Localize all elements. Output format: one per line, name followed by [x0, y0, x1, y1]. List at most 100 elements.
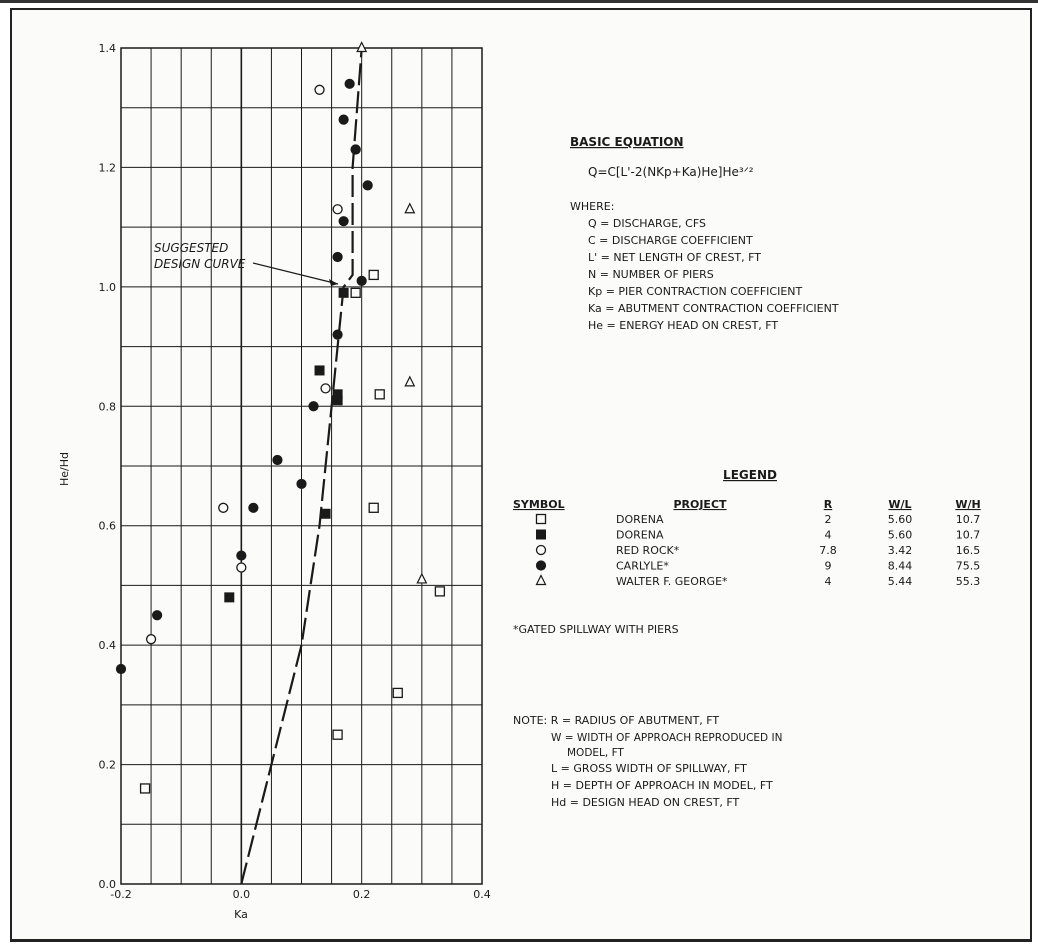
legend-wh: 55.3 [956, 575, 981, 588]
data-point-filled-square [224, 592, 235, 603]
y-tick-label: 0.6 [99, 520, 117, 533]
legend-project: RED ROCK* [616, 544, 680, 557]
curve-annotation-arrowhead [329, 279, 338, 286]
legend-wh: 10.7 [956, 529, 981, 542]
data-point-open-square [368, 269, 379, 281]
note-line-1: NOTE: R = RADIUS OF ABUTMENT, FT [513, 714, 719, 727]
legend-r: 4 [825, 575, 832, 588]
y-axis-label: He/Hd [58, 452, 71, 486]
curve-annotation-line1: SUGGESTED [154, 241, 228, 255]
data-point-filled-circle [344, 78, 355, 89]
data-point-filled-circle [272, 454, 283, 466]
equation-def-q: Q = DISCHARGE, CFS [588, 217, 706, 230]
data-point-open-triangle [404, 375, 416, 387]
data-point-filled-square [338, 287, 349, 298]
legend-footnote: *GATED SPILLWAY WITH PIERS [513, 623, 679, 636]
data-point-open-square [368, 502, 379, 513]
legend-wh: 10.7 [956, 513, 981, 526]
data-point-filled-circle [350, 144, 361, 155]
y-tick-label: 1.2 [99, 161, 117, 174]
data-point-filled-square [314, 365, 325, 376]
data-point-open-square [350, 287, 361, 298]
curve-annotation-line2: DESIGN CURVE [154, 257, 246, 271]
data-point-open-triangle [356, 41, 368, 53]
legend-wl: 5.60 [888, 513, 913, 526]
equation-title: BASIC EQUATION [570, 135, 684, 149]
legend-project: WALTER F. GEORGE* [616, 575, 728, 588]
legend-symbol-filled-circle [535, 560, 547, 571]
y-tick-label: 0.2 [99, 759, 117, 772]
legend-wl: 5.44 [888, 575, 913, 588]
data-point-open-circle [236, 562, 247, 573]
legend-r: 7.8 [819, 544, 837, 557]
data-point-open-circle [218, 502, 229, 513]
equation-def-n: N = NUMBER OF PIERS [588, 268, 714, 281]
equation-def-ka: Ka = ABUTMENT CONTRACTION COEFFICIENT [588, 302, 839, 315]
data-point-open-square [374, 389, 385, 400]
equation-def-kp: Kp = PIER CONTRACTION COEFFICIENT [588, 285, 803, 298]
data-point-filled-square [320, 508, 331, 519]
legend-symbol-open-circle [535, 544, 547, 556]
data-point-filled-circle [308, 401, 319, 412]
x-tick-label: 0.4 [473, 888, 491, 901]
data-point-open-square [139, 783, 151, 794]
legend-project: DORENA [616, 513, 664, 526]
data-point-open-circle [320, 383, 331, 394]
legend-header-r: R [824, 498, 833, 511]
y-tick-label: 0.0 [99, 878, 117, 891]
figure-frame [10, 8, 1032, 942]
equation-def-c: C = DISCHARGE COEFFICIENT [588, 234, 753, 247]
data-point-open-circle [145, 634, 157, 645]
legend-project: DORENA [616, 529, 664, 542]
data-point-open-square [434, 586, 446, 597]
note-line-3: MODEL, FT [567, 747, 624, 759]
legend-wl: 8.44 [888, 560, 913, 573]
note-line-2: W = WIDTH OF APPROACH REPRODUCED IN [551, 732, 782, 744]
data-point-filled-circle [236, 550, 247, 561]
x-tick-label: 0.0 [233, 888, 251, 901]
data-point-filled-circle [362, 180, 373, 191]
data-point-filled-circle [152, 610, 163, 621]
note-line-4: L = GROSS WIDTH OF SPILLWAY, FT [551, 762, 747, 775]
data-point-open-circle [332, 204, 343, 215]
y-tick-label: 1.4 [99, 42, 117, 55]
equation-where: WHERE: [570, 200, 614, 213]
data-point-open-triangle [416, 572, 428, 584]
data-point-filled-circle [248, 502, 259, 513]
equation-def-l: L' = NET LENGTH OF CREST, FT [588, 251, 761, 264]
data-point-open-square [392, 687, 403, 699]
data-point-filled-circle [338, 114, 349, 125]
legend-wh: 16.5 [956, 544, 981, 557]
y-tick-label: 0.8 [99, 400, 117, 413]
legend-header-project: PROJECT [673, 498, 727, 511]
data-point-filled-square [332, 389, 343, 400]
legend-title: LEGEND [723, 468, 777, 482]
x-axis-label: Ka [234, 908, 248, 921]
equation-def-he: He = ENERGY HEAD ON CREST, FT [588, 319, 778, 332]
design-curve [240, 47, 363, 885]
data-point-filled-circle [115, 663, 127, 675]
note-line-6: Hd = DESIGN HEAD ON CREST, FT [551, 796, 740, 809]
legend-project: CARLYLE* [616, 560, 669, 573]
top-border [0, 0, 1038, 3]
data-points [115, 41, 446, 794]
data-point-filled-circle [338, 216, 349, 227]
curve-annotation-arrow [252, 262, 339, 285]
data-point-filled-circle [332, 251, 343, 263]
legend-wh: 75.5 [956, 560, 981, 573]
note-line-5: H = DEPTH OF APPROACH IN MODEL, FT [551, 779, 773, 792]
data-point-open-square [332, 729, 343, 740]
legend-header-wl: W/L [888, 498, 911, 511]
data-point-open-triangle [404, 202, 416, 214]
legend-symbol-open-square [535, 513, 547, 525]
legend-r: 2 [825, 513, 832, 526]
data-point-filled-circle [356, 275, 367, 286]
legend-symbol-open-triangle [535, 574, 547, 586]
legend-wl: 3.42 [888, 544, 913, 557]
legend-r: 9 [825, 560, 832, 573]
legend-rows: DORENA 2 5.60 10.7 DORENA 4 5.60 10.7 RED ROCK* 7… [535, 513, 981, 588]
data-point-filled-circle [296, 478, 307, 490]
y-tick-label: 1.0 [99, 281, 117, 294]
x-tick-label: -0.2 [110, 888, 131, 901]
